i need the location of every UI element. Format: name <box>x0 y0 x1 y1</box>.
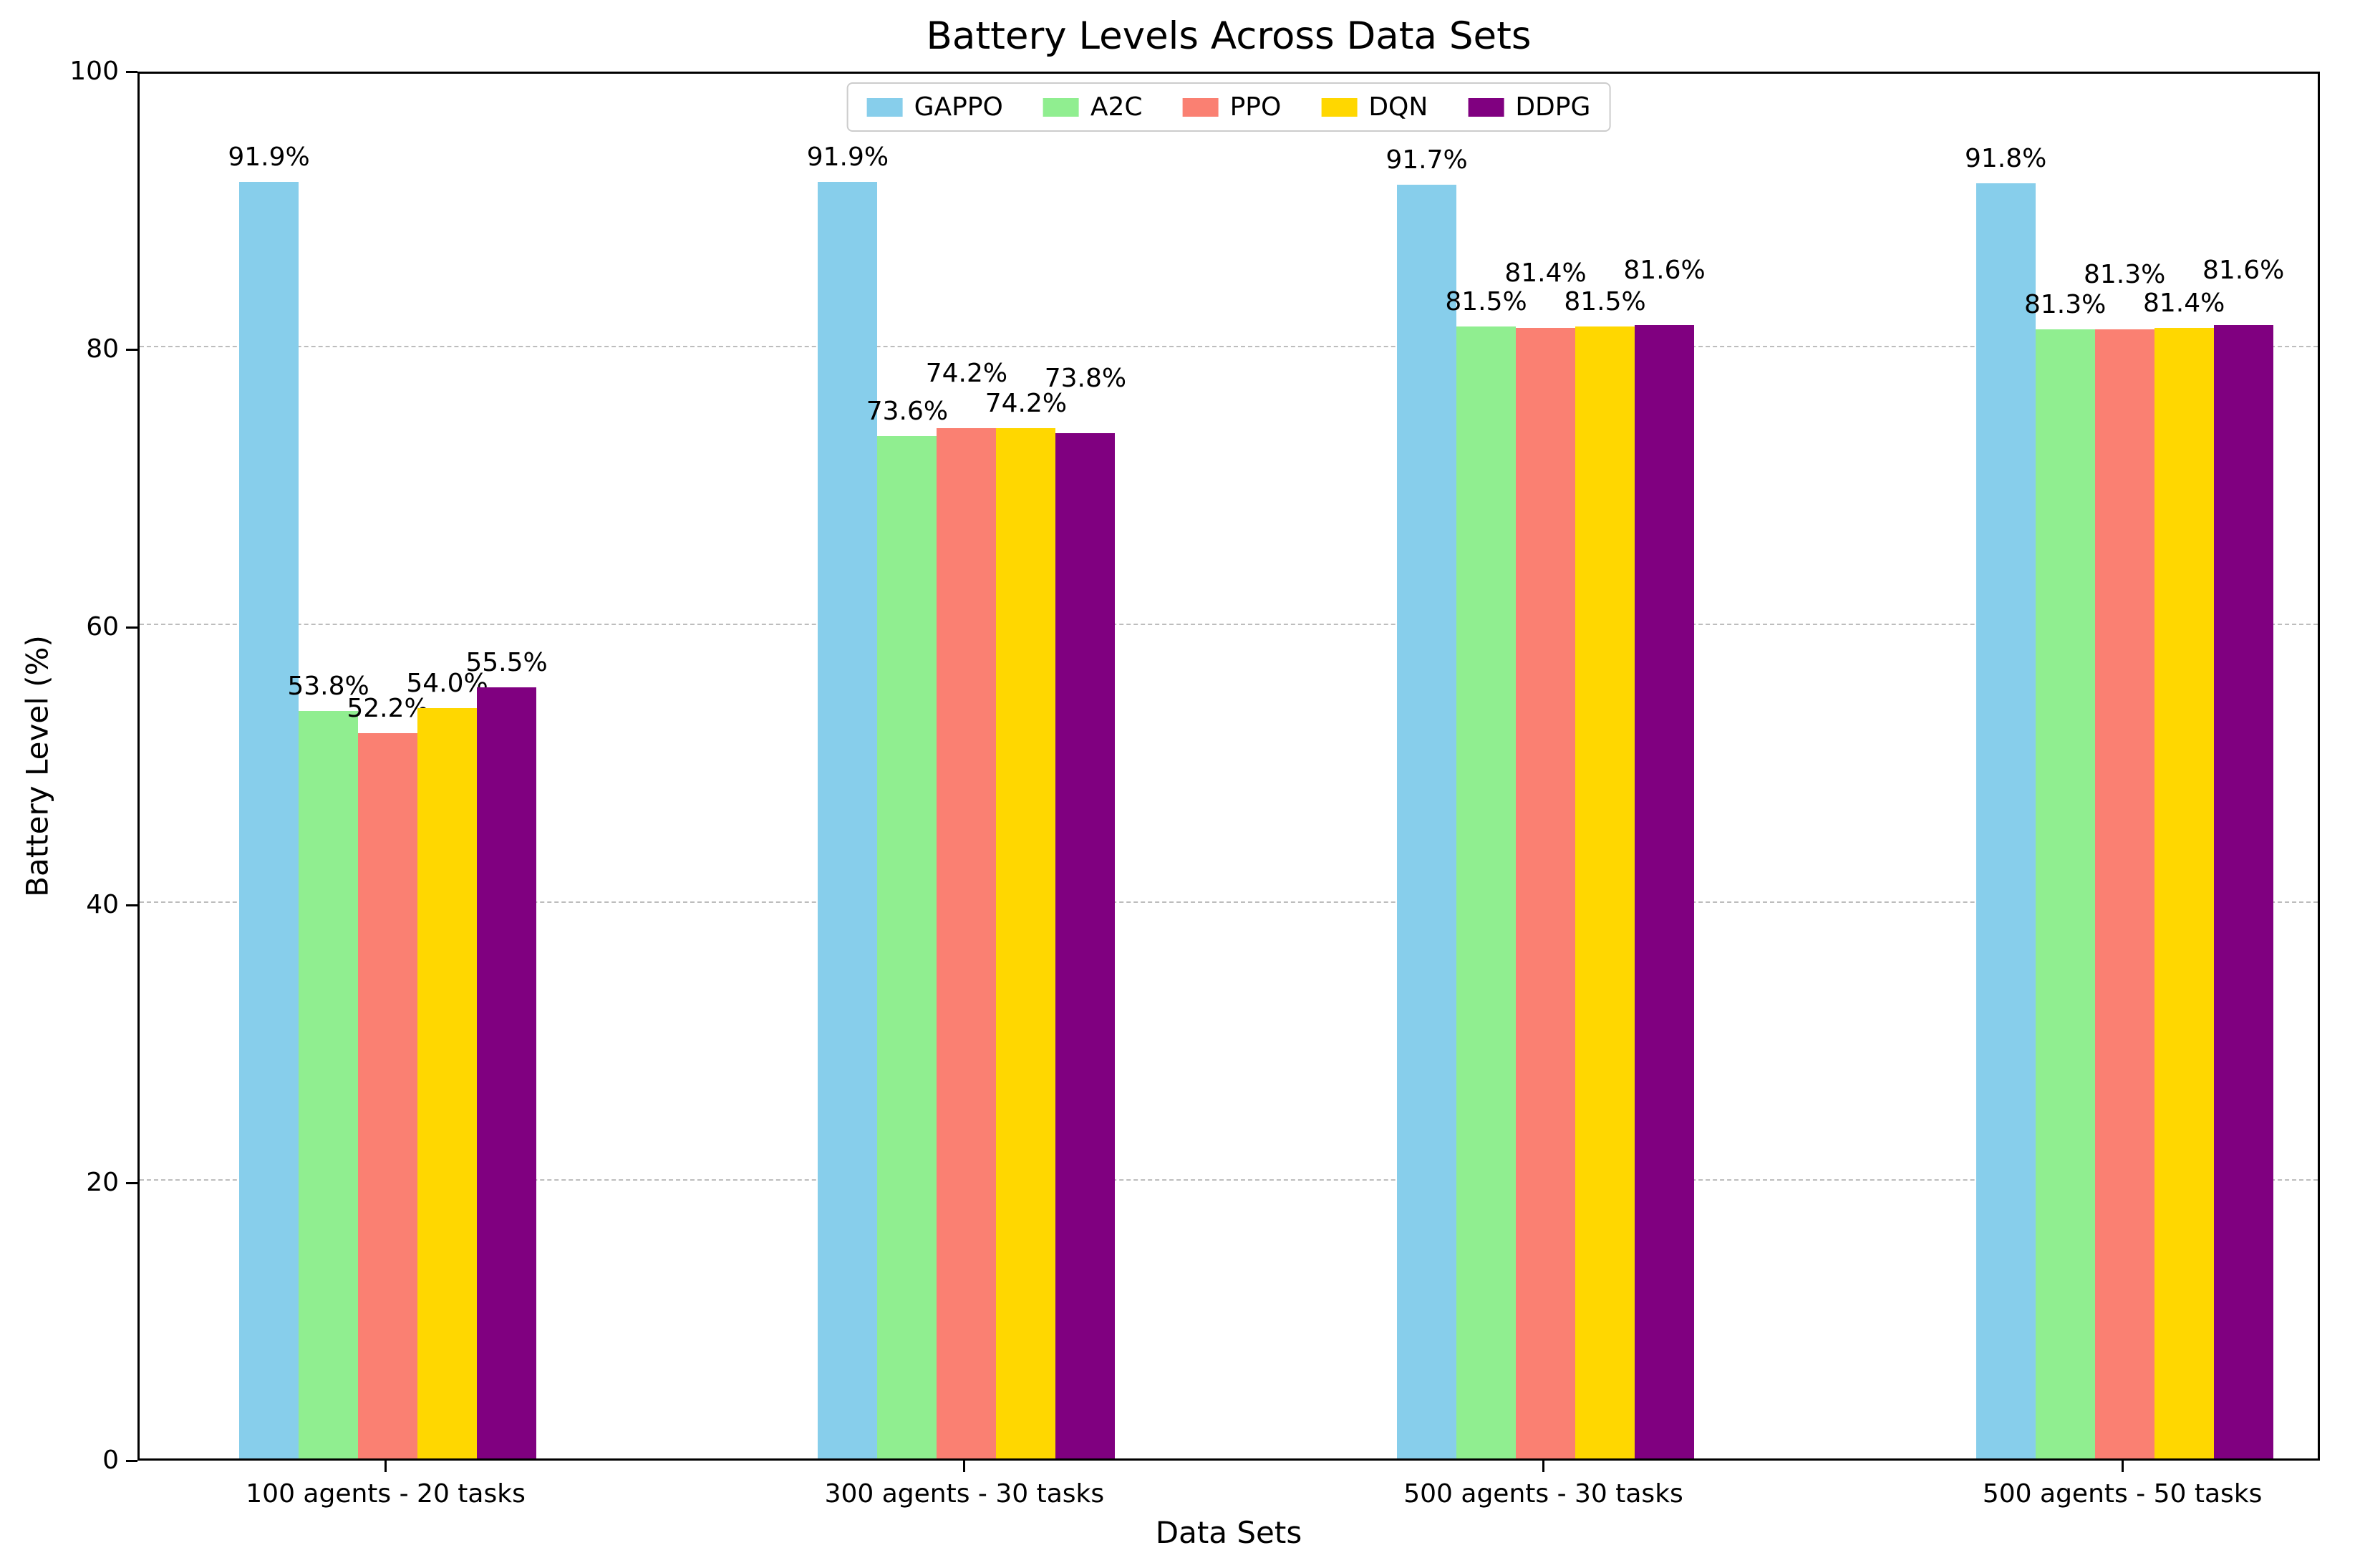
bar-gappo: 91.7% <box>1385 145 1468 1458</box>
y-tick-mark <box>126 348 137 351</box>
bar-value-label: 91.8% <box>1964 144 2047 174</box>
x-category-label: 500 agents - 30 tasks <box>1403 1479 1683 1509</box>
y-tick-label: 20 <box>86 1168 119 1197</box>
bar-value-label: 81.5% <box>1445 286 1527 316</box>
bar-value-label: 91.9% <box>228 142 310 173</box>
bar-value-label: 81.5% <box>1564 286 1646 316</box>
bar-group: 91.9% 73.6% 74.2% 74.2% 73.8% <box>807 142 1126 1458</box>
gridline <box>140 624 2318 625</box>
legend-item: DQN <box>1321 92 1428 122</box>
bar-value-label: 73.6% <box>866 397 949 427</box>
legend-label: A2C <box>1090 92 1143 122</box>
gridline <box>140 901 2318 903</box>
legend-label: PPO <box>1229 92 1282 122</box>
bar-dqn: 81.4% <box>2143 289 2225 1458</box>
bar-gappo: 91.9% <box>228 142 310 1458</box>
bar-ppo: 52.2% <box>347 694 429 1458</box>
legend-item: GAPPO <box>866 92 1003 122</box>
bar-value-label: 52.2% <box>347 694 429 724</box>
legend-swatch-a2c <box>1043 97 1079 117</box>
gridline <box>140 1179 2318 1181</box>
bar-a2c: 81.3% <box>2024 290 2106 1458</box>
bar-dqn: 74.2% <box>985 389 1067 1458</box>
gridline <box>140 346 2318 347</box>
y-tick-label: 80 <box>86 334 119 364</box>
x-tick-mark <box>963 1461 966 1472</box>
bar-ddpg: 81.6% <box>2202 256 2284 1458</box>
bar-dqn: 54.0% <box>406 669 488 1458</box>
legend-label: GAPPO <box>914 92 1003 122</box>
bar-gappo: 91.9% <box>807 142 889 1458</box>
bar-a2c: 81.5% <box>1445 287 1527 1458</box>
legend-swatch-gappo <box>866 97 903 117</box>
legend-swatch-ddpg <box>1468 97 1504 117</box>
legend-label: DDPG <box>1515 92 1591 122</box>
bar-group: 91.9% 53.8% 52.2% 54.0% 55.5% <box>228 142 548 1458</box>
x-axis-label: Data Sets <box>1155 1515 1302 1550</box>
bar-ppo: 81.3% <box>2084 260 2165 1458</box>
bar-value-label: 81.4% <box>1504 258 1587 288</box>
bar-value-label: 54.0% <box>406 669 488 699</box>
bar-ddpg: 73.8% <box>1045 364 1126 1458</box>
bar-group: 91.7% 81.5% 81.4% 81.5% 81.6% <box>1385 145 1706 1458</box>
x-tick-mark <box>2121 1461 2124 1472</box>
y-tick-mark <box>126 1181 137 1184</box>
bar-value-label: 81.3% <box>2083 259 2166 289</box>
legend-swatch-ppo <box>1182 97 1219 117</box>
bar-value-label: 74.2% <box>925 358 1008 388</box>
legend: GAPPO A2C PPO DQN DDPG <box>846 82 1611 132</box>
chart-title: Battery Levels Across Data Sets <box>926 14 1532 58</box>
bar-value-label: 91.9% <box>806 142 889 173</box>
y-tick-label: 40 <box>86 890 119 919</box>
legend-label: DQN <box>1368 92 1428 122</box>
bar-a2c: 53.8% <box>287 672 369 1458</box>
x-category-label: 500 agents - 50 tasks <box>1982 1479 2263 1509</box>
y-tick-label: 100 <box>69 57 119 86</box>
bar-value-label: 73.8% <box>1044 364 1127 394</box>
y-axis-label: Battery Level (%) <box>19 635 55 897</box>
bar-value-label: 81.3% <box>2023 289 2107 319</box>
y-tick-mark <box>126 70 137 73</box>
bar-dqn: 81.5% <box>1564 287 1646 1458</box>
legend-swatch-dqn <box>1321 97 1358 117</box>
y-tick-label: 0 <box>102 1446 119 1475</box>
legend-item: DDPG <box>1468 92 1590 122</box>
bar-ddpg: 55.5% <box>465 648 548 1458</box>
x-tick-mark <box>1542 1461 1545 1472</box>
bar-value-label: 74.2% <box>985 388 1068 418</box>
bar-ppo: 81.4% <box>1504 258 1587 1458</box>
y-tick-mark <box>126 904 137 906</box>
bar-value-label: 53.8% <box>287 672 369 702</box>
bar-group: 91.8% 81.3% 81.3% 81.4% 81.6% <box>1965 144 2284 1458</box>
plot-area: GAPPO A2C PPO DQN DDPG 91.9% 53.8% 52.2% 54.0% 5… <box>137 72 2320 1461</box>
bar-value-label: 55.5% <box>465 648 548 678</box>
x-category-label: 300 agents - 30 tasks <box>824 1479 1105 1509</box>
x-category-label: 100 agents - 20 tasks <box>246 1479 526 1509</box>
legend-item: A2C <box>1043 92 1143 122</box>
bar-value-label: 91.7% <box>1385 145 1468 175</box>
bar-ddpg: 81.6% <box>1623 256 1706 1458</box>
y-tick-mark <box>126 626 137 629</box>
bar-a2c: 73.6% <box>866 397 948 1458</box>
bar-gappo: 91.8% <box>1965 144 2046 1458</box>
x-tick-mark <box>385 1461 387 1472</box>
bar-ppo: 74.2% <box>926 359 1007 1458</box>
y-tick-label: 60 <box>86 612 119 642</box>
legend-item: PPO <box>1182 92 1282 122</box>
y-tick-mark <box>126 1459 137 1462</box>
bar-value-label: 81.6% <box>1623 255 1706 285</box>
bar-value-label: 81.6% <box>2202 255 2285 285</box>
bar-value-label: 81.4% <box>2142 288 2225 318</box>
